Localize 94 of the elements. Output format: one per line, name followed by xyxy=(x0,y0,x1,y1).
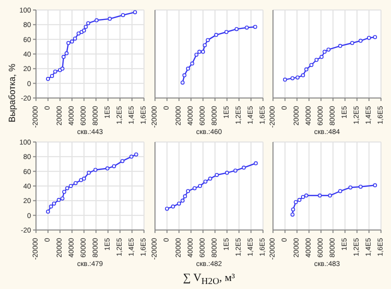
point xyxy=(180,198,185,203)
point xyxy=(60,66,64,71)
point xyxy=(50,74,54,78)
point xyxy=(94,18,99,22)
y-axis-title: Выработка, % xyxy=(7,62,17,124)
point xyxy=(283,78,287,82)
point xyxy=(338,44,342,48)
point xyxy=(233,168,238,173)
point xyxy=(134,152,138,156)
point xyxy=(197,50,202,54)
point xyxy=(296,75,300,80)
point xyxy=(373,35,377,40)
point xyxy=(198,184,202,188)
point xyxy=(129,154,134,159)
point xyxy=(309,63,314,67)
point xyxy=(133,10,137,14)
point xyxy=(328,194,332,198)
point xyxy=(358,38,363,43)
point xyxy=(112,164,116,168)
point xyxy=(74,181,78,186)
point xyxy=(318,194,322,198)
point xyxy=(53,70,58,74)
point xyxy=(49,204,53,209)
point xyxy=(64,51,69,56)
point xyxy=(121,13,125,18)
point xyxy=(86,170,91,175)
point xyxy=(348,185,352,190)
point xyxy=(82,176,86,181)
point xyxy=(358,184,363,189)
point xyxy=(46,210,50,214)
point xyxy=(73,36,77,41)
point xyxy=(120,159,124,164)
point xyxy=(322,50,327,54)
point xyxy=(86,21,90,26)
point xyxy=(82,28,86,33)
point xyxy=(84,24,88,29)
point xyxy=(186,66,190,71)
point xyxy=(253,24,258,29)
point xyxy=(201,50,205,54)
point xyxy=(177,202,181,206)
point xyxy=(190,62,194,66)
point xyxy=(297,198,302,202)
point xyxy=(76,31,81,36)
point xyxy=(65,186,70,190)
point xyxy=(183,194,187,198)
point xyxy=(234,27,239,32)
point xyxy=(373,183,377,188)
point xyxy=(242,166,246,170)
point xyxy=(254,161,258,166)
point xyxy=(108,16,112,21)
point xyxy=(338,189,342,194)
point xyxy=(225,170,229,175)
point xyxy=(171,204,175,209)
point xyxy=(304,194,308,198)
point xyxy=(165,206,169,211)
point xyxy=(291,207,296,212)
point xyxy=(301,195,305,199)
point xyxy=(320,54,324,59)
point xyxy=(208,176,212,181)
point xyxy=(224,30,228,34)
point xyxy=(367,36,371,40)
point xyxy=(62,54,66,59)
point xyxy=(60,196,64,200)
point xyxy=(46,76,50,81)
point xyxy=(304,67,308,72)
point xyxy=(206,38,210,42)
point xyxy=(202,43,207,48)
point xyxy=(52,202,56,206)
point xyxy=(214,173,219,177)
point xyxy=(56,198,61,202)
point xyxy=(182,73,186,78)
point xyxy=(105,166,110,170)
point xyxy=(62,190,66,194)
point xyxy=(192,186,197,190)
point xyxy=(186,189,190,194)
point xyxy=(294,200,298,204)
point xyxy=(70,40,74,44)
point xyxy=(93,168,98,172)
point xyxy=(66,41,70,45)
point xyxy=(203,180,208,184)
point xyxy=(290,212,294,217)
point xyxy=(244,26,249,30)
point xyxy=(180,80,185,85)
point xyxy=(350,41,354,45)
point xyxy=(301,73,305,78)
point xyxy=(80,30,84,34)
x-axis-title: ∑ V$_{H2O}$, м³ xyxy=(182,272,236,286)
point xyxy=(290,76,294,80)
point xyxy=(194,52,198,57)
point xyxy=(214,32,218,37)
point xyxy=(326,48,330,52)
point xyxy=(314,58,318,62)
point xyxy=(68,184,73,188)
point xyxy=(79,178,83,182)
